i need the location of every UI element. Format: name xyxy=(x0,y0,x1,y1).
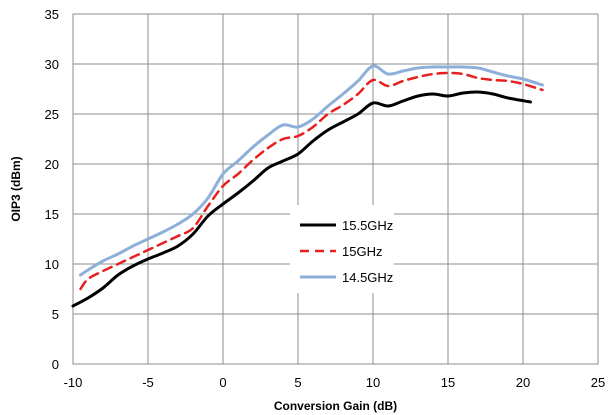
legend-label-15ghz: 15GHz xyxy=(342,244,382,259)
x-axis-title: Conversion Gain (dB) xyxy=(274,399,397,413)
x-tick-label: -10 xyxy=(64,375,83,390)
y-tick-label: 35 xyxy=(45,7,59,22)
y-tick-label: 0 xyxy=(52,357,59,372)
y-tick-label: 10 xyxy=(45,257,59,272)
y-axis-title: OIP3 (dBm) xyxy=(9,156,23,221)
legend-label-15.5ghz: 15.5GHz xyxy=(342,218,393,233)
x-tick-label: 15 xyxy=(441,375,455,390)
x-tick-label: 10 xyxy=(366,375,380,390)
y-tick-label: 15 xyxy=(45,207,59,222)
legend-label-14.5ghz: 14.5GHz xyxy=(342,270,393,285)
y-tick-label: 20 xyxy=(45,157,59,172)
x-tick-label: 20 xyxy=(516,375,530,390)
x-tick-label: 5 xyxy=(294,375,301,390)
x-tick-label: 25 xyxy=(591,375,605,390)
x-tick-label: -5 xyxy=(142,375,154,390)
x-tick-label: 0 xyxy=(219,375,226,390)
legend: 15.5GHz 15GHz 14.5GHz xyxy=(290,205,394,293)
y-tick-label: 5 xyxy=(52,307,59,322)
y-tick-label: 25 xyxy=(45,107,59,122)
y-tick-label: 30 xyxy=(45,57,59,72)
